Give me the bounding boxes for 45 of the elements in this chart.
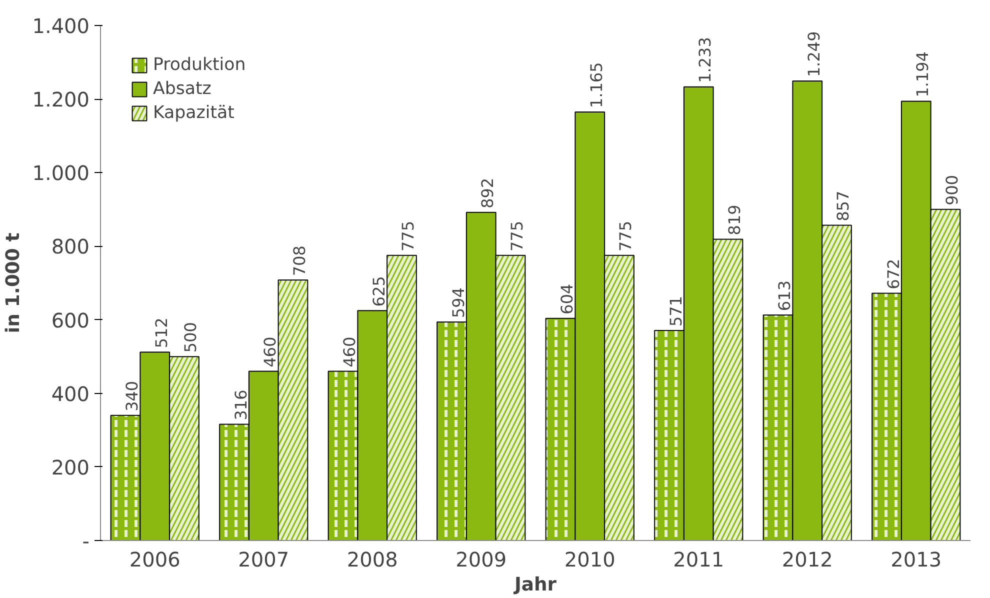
x-tick-label: 2007 (238, 548, 290, 572)
legend-label: Produktion (153, 55, 246, 75)
data-label: 460 (260, 336, 280, 368)
data-label: 1.249 (804, 31, 824, 78)
y-tick-label: 600 (51, 308, 90, 332)
y-tick-label: 800 (51, 234, 90, 259)
x-tick-label: 2010 (564, 548, 616, 572)
x-tick-label: 2009 (456, 548, 507, 572)
y-tick-label: 1.400 (32, 14, 90, 38)
data-label: 1.165 (586, 62, 606, 108)
x-tick-label: 2008 (346, 548, 398, 572)
x-tick-label: 2011 (673, 548, 724, 572)
data-label: 819 (724, 204, 744, 236)
x-tick-label: 2013 (890, 548, 942, 572)
y-tick-label: 200 (51, 455, 90, 480)
x-axis-title: Jahr (512, 574, 558, 596)
y-axis-title: in 1.000 t (3, 232, 24, 334)
data-label: 892 (478, 178, 498, 208)
data-label: 613 (775, 280, 794, 312)
data-label: 775 (616, 220, 636, 252)
data-label: 900 (942, 174, 962, 206)
data-label: 594 (448, 287, 468, 318)
data-label: 857 (834, 190, 853, 222)
x-tick-label: 2012 (782, 548, 833, 572)
y-tick-label: 400 (51, 382, 90, 406)
data-label: 625 (369, 276, 388, 307)
y-tick-label: - (82, 529, 90, 553)
data-label: 775 (398, 220, 418, 252)
data-label: 512 (152, 318, 171, 348)
data-label: 340 (122, 380, 142, 412)
y-tick-label: 1.000 (32, 161, 90, 186)
data-label: 500 (181, 322, 200, 353)
legend-label: Kapazität (153, 103, 234, 123)
data-label: 672 (884, 258, 903, 290)
data-label: 460 (340, 336, 360, 368)
legend-label: Absatz (153, 79, 212, 99)
data-label: 708 (290, 246, 309, 276)
data-label: 571 (666, 296, 686, 326)
data-label: 604 (558, 284, 577, 314)
data-label: 775 (507, 220, 526, 252)
x-tick-label: 2006 (129, 548, 180, 572)
y-tick-label: 1.200 (32, 88, 90, 112)
data-label: 1.233 (696, 37, 715, 83)
data-label: 1.194 (913, 51, 932, 98)
data-label: 316 (231, 390, 250, 420)
